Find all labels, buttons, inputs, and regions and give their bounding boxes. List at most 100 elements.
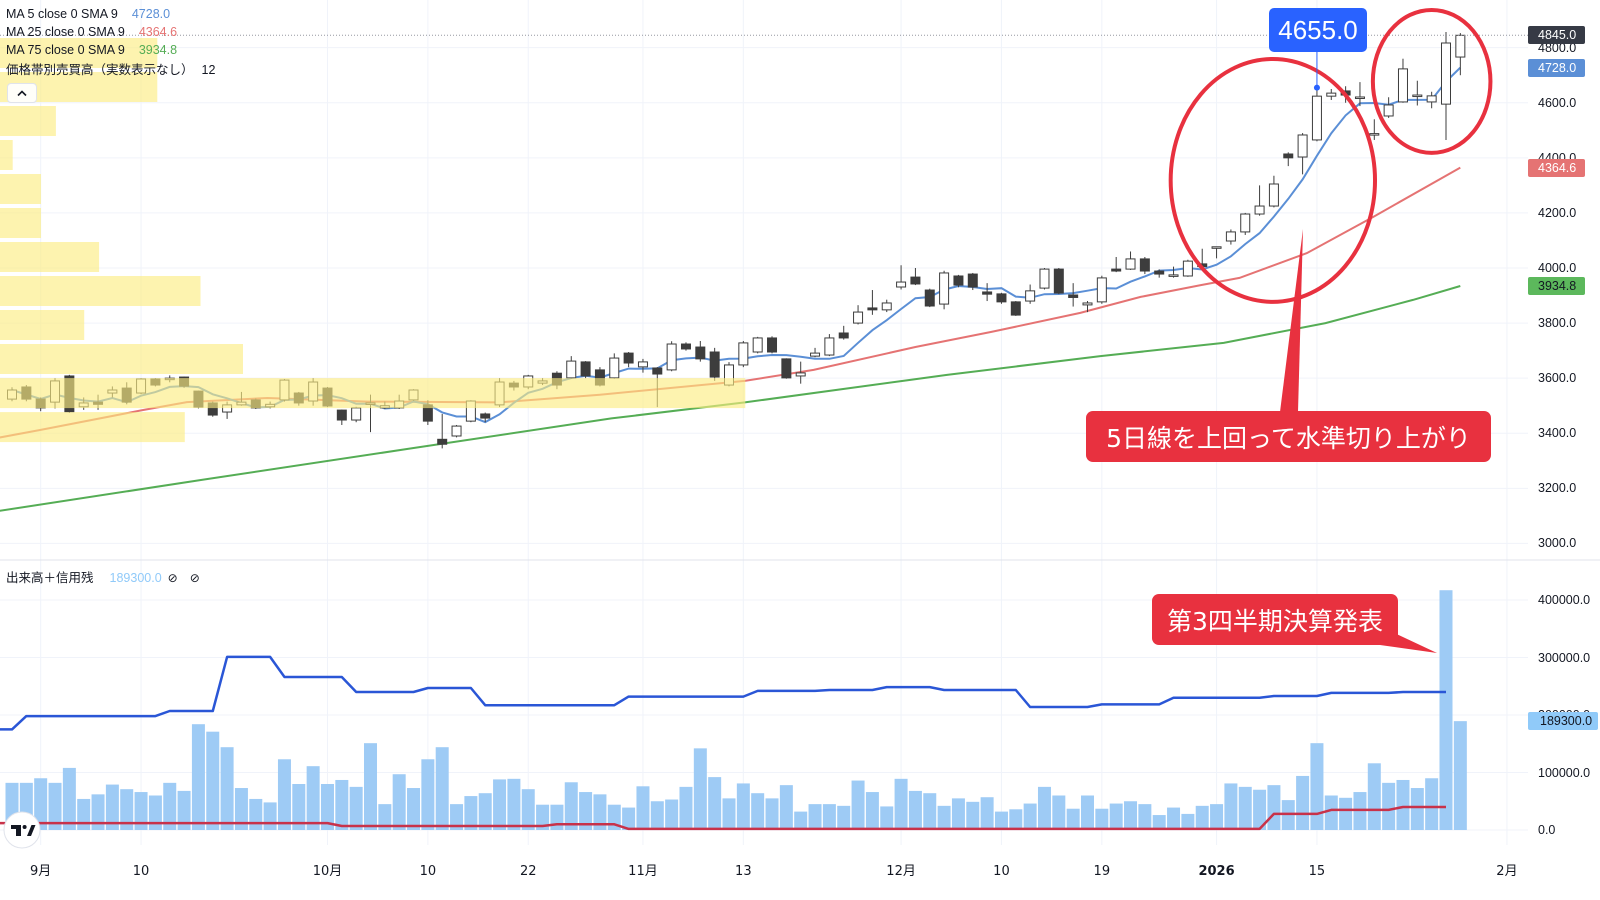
- volume-bar: [191, 724, 205, 830]
- volume-bar: [435, 747, 449, 830]
- callout-earnings: 第3四半期決算発表: [1152, 594, 1398, 645]
- volume-bar: [1324, 795, 1338, 830]
- hidden-value-icon: ⊘: [167, 571, 178, 585]
- last-price-price-badge: 4845.0: [1528, 26, 1585, 45]
- candle: [1182, 259, 1193, 277]
- volume-bar: [249, 798, 263, 830]
- candle: [1426, 91, 1437, 109]
- volume-bar: [1081, 795, 1094, 830]
- volume-profile-row: [0, 106, 56, 136]
- candle: [853, 305, 864, 325]
- candle: [566, 356, 577, 379]
- candle: [1125, 251, 1136, 270]
- volume-bar: [837, 805, 851, 830]
- volume-bar: [751, 793, 765, 830]
- highlight-ellipse: [1168, 56, 1378, 304]
- volume-bar: [335, 779, 349, 830]
- volume-bar: [951, 798, 965, 830]
- legend-ma25[interactable]: MA 25 close 0 SMA 9 4364.6: [6, 24, 177, 40]
- volume-bar: [1453, 721, 1467, 830]
- time-axis-label: 10: [419, 864, 437, 879]
- volume-value-badge: 189300.0: [1528, 712, 1598, 731]
- volume-bar: [1267, 785, 1281, 830]
- legend-ma75-value: 3934.8: [138, 43, 178, 57]
- candle: [1010, 301, 1021, 316]
- candle: [1326, 88, 1337, 101]
- legend-ma75[interactable]: MA 75 close 0 SMA 9 3934.8: [6, 42, 177, 58]
- legend-ma5[interactable]: MA 5 close 0 SMA 9 4728.0: [6, 6, 170, 22]
- volume-bar: [808, 804, 822, 830]
- candle: [953, 274, 964, 288]
- candle: [1053, 268, 1064, 295]
- volume-bar: [622, 807, 636, 830]
- price-flag-label: 4655.0: [1269, 8, 1367, 52]
- candle: [480, 412, 491, 423]
- candle: [637, 358, 648, 373]
- volume-bar: [1066, 808, 1080, 830]
- volume-axis-label: 0.0: [1538, 823, 1556, 837]
- candle: [838, 325, 849, 340]
- volume-bar: [507, 778, 521, 830]
- ma75-price-badge: 3934.8: [1528, 276, 1585, 295]
- candle: [810, 347, 821, 358]
- price-axis-label: 3800.0: [1538, 316, 1577, 331]
- volume-legend[interactable]: 出来高＋信用残 189300.0 ⊘ ⊘: [6, 570, 200, 586]
- candle: [738, 340, 749, 368]
- volume-bar: [1009, 809, 1023, 830]
- ma5-price-badge: 4728.0: [1528, 58, 1585, 77]
- volume-bar: [937, 805, 951, 830]
- price-axis-label: 4600.0: [1538, 95, 1577, 110]
- volume-bar: [1439, 590, 1453, 830]
- candle: [1383, 97, 1394, 118]
- price-axis-label: 4800.0: [1538, 40, 1577, 55]
- candle: [881, 299, 892, 313]
- volume-bar: [349, 786, 363, 830]
- candle: [1025, 284, 1036, 304]
- volume-bar: [120, 789, 134, 830]
- volume-bar: [1410, 788, 1424, 830]
- collapse-legend-button[interactable]: [7, 83, 37, 103]
- volume-bar: [407, 788, 421, 830]
- time-axis-label: 13: [735, 864, 752, 879]
- volume-bar: [277, 759, 291, 830]
- candle: [451, 424, 462, 438]
- candle: [1240, 212, 1251, 235]
- legend-ma5-value: 4728.0: [131, 7, 171, 21]
- time-axis-label: 15: [1308, 864, 1326, 879]
- volume-bar: [1023, 803, 1037, 830]
- volume-bar: [1152, 815, 1166, 830]
- volume-profile-row: [0, 378, 746, 409]
- candle: [1082, 301, 1093, 313]
- candle: [1455, 33, 1466, 76]
- volume-bar: [794, 811, 808, 830]
- time-axis-label: 2月: [1496, 864, 1518, 879]
- volume-bars: [5, 590, 1467, 830]
- price-axis-label: 3000.0: [1538, 536, 1577, 551]
- volume-bar: [306, 766, 320, 830]
- legend-ma25-label: MA 25 close 0 SMA 9: [6, 25, 125, 39]
- volume-bar: [206, 731, 220, 830]
- volume-profile-row: [0, 310, 85, 340]
- volume-bar: [564, 782, 578, 830]
- volume-bar: [908, 790, 922, 830]
- candle: [1311, 87, 1322, 142]
- callout-trend: 5日線を上回って水準切り上がり: [1086, 411, 1491, 462]
- volume-bar: [62, 767, 76, 830]
- tradingview-logo-icon[interactable]: [3, 811, 41, 849]
- candle: [795, 361, 806, 384]
- volume-bar: [894, 778, 908, 830]
- candle: [767, 336, 778, 354]
- volume-bar: [134, 792, 148, 830]
- candle: [1369, 119, 1380, 140]
- volume-bar: [1167, 807, 1181, 830]
- volume-legend-label: 出来高＋信用残: [6, 570, 94, 585]
- candle: [1297, 133, 1308, 175]
- candle: [867, 290, 878, 315]
- volume-bar: [1037, 786, 1051, 830]
- candle: [437, 413, 448, 449]
- volume-bar: [1052, 795, 1066, 830]
- candle: [1225, 229, 1236, 245]
- legend-volume-profile[interactable]: 価格帯別売買高（実数表示なし） 12: [6, 62, 215, 78]
- volume-bar: [880, 806, 894, 830]
